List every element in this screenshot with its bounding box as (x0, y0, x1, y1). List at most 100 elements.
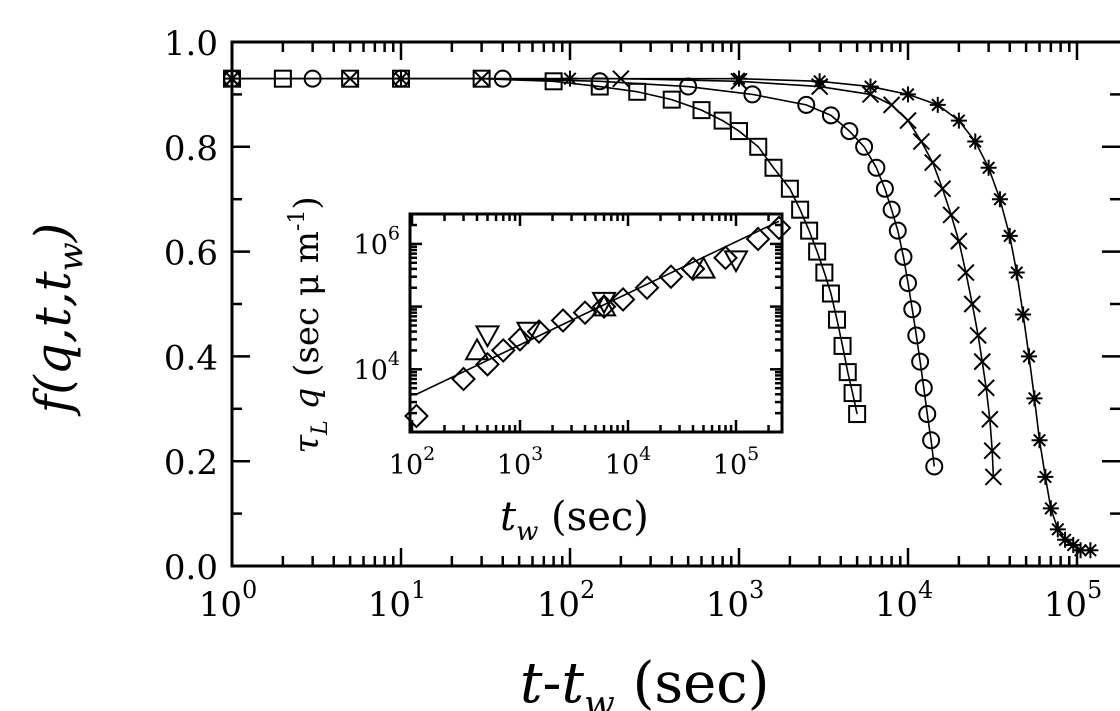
inset-x-tick-label: 103 (497, 443, 543, 481)
main-point-square (838, 363, 857, 382)
main-plot: 100 101 102 103 104 105 0.0 0.2 0.4 0.6 0.8 1.0 (164, 24, 1120, 625)
main-point-star (562, 70, 578, 87)
inset-point-diamond (507, 326, 533, 352)
main-point-circle (875, 179, 894, 198)
main-point-star (862, 78, 879, 95)
main-point-star (1082, 542, 1099, 559)
main-point-x (882, 96, 901, 114)
main-x-tick-label: 104 (875, 576, 934, 625)
inset-point-diamond (526, 319, 552, 344)
inset-y-axis-label: τL q (sec μ m-1) (285, 196, 333, 453)
inset-y-tick-label: 104 (354, 348, 400, 386)
inset-background (410, 214, 782, 432)
inset-point-triangle-down (515, 321, 542, 345)
main-y-tick-label: 0.8 (164, 129, 218, 169)
main-point-circle (903, 300, 922, 319)
main-point-star (950, 112, 967, 129)
main-y-tick-label: 0.6 (164, 234, 218, 274)
main-point-star (1008, 264, 1025, 281)
inset-series-triangle-up (464, 255, 717, 361)
inset-data-layer (404, 215, 792, 429)
main-x-tick-label: 101 (368, 576, 427, 625)
main-series-line (232, 77, 995, 477)
main-point-square (821, 284, 840, 303)
main-point-x (899, 111, 917, 130)
main-point-square (827, 310, 846, 329)
main-point-circle (922, 431, 941, 450)
main-x-tick-label: 105 (1044, 576, 1103, 625)
main-point-star (967, 133, 984, 150)
main-series-line (232, 77, 936, 467)
inset-x-tick-label: 105 (713, 443, 759, 481)
main-point-square (843, 384, 862, 403)
inset-point-triangle-up (591, 293, 617, 317)
inset-y-tick-label: 106 (354, 223, 400, 261)
main-point-x (963, 295, 981, 313)
main-point-star (393, 70, 409, 87)
main-point-square (791, 200, 810, 219)
main-x-axis-label: t-tw (sec) (520, 651, 770, 711)
main-point-square (749, 137, 768, 156)
main-point-x (983, 442, 1001, 460)
main-point-square (692, 101, 711, 120)
main-point-square (815, 263, 834, 282)
inset-point-diamond (745, 226, 771, 252)
main-point-x (984, 468, 1003, 486)
inset-point-triangle-up (464, 337, 490, 361)
main-x-tick-label: 103 (706, 576, 765, 625)
main-y-axis-label: f(q,t,tw) (24, 223, 91, 418)
main-point-square (662, 90, 681, 109)
main-point-x (923, 153, 942, 172)
inset-point-diamond (572, 300, 598, 326)
main-point-star (1057, 531, 1074, 548)
main-x-tick-label: 100 (199, 576, 258, 625)
main-point-star (1015, 306, 1032, 323)
main-point-x (957, 263, 975, 282)
main-point-circle (894, 247, 913, 266)
main-point-star (1026, 390, 1043, 407)
inset-point-triangle-down (723, 250, 749, 274)
main-point-circle (867, 158, 886, 177)
main-y-tick-label: 0.4 (164, 338, 218, 378)
inset-series-triangle-down (474, 250, 749, 349)
main-data-layer (223, 69, 1099, 559)
inset-point-diamond (451, 366, 476, 392)
main-point-circle (918, 405, 937, 424)
inset-x-tick-label: 104 (605, 443, 651, 481)
inset-plot: 102 103 104 105 104 106 (354, 212, 792, 481)
main-point-star (811, 73, 828, 90)
main-point-x (981, 410, 999, 428)
main-point-star (980, 159, 997, 176)
main-point-x (933, 180, 952, 198)
main-x-tick-label: 102 (537, 576, 596, 625)
main-point-star (1031, 432, 1048, 449)
main-point-circle (821, 106, 840, 125)
main-point-square (764, 158, 783, 177)
main-point-star (929, 96, 946, 113)
main-point-circle (797, 95, 816, 114)
main-point-star (1049, 521, 1066, 538)
main-point-x (950, 232, 968, 250)
main-point-circle (743, 85, 762, 104)
main-point-x (912, 132, 931, 151)
inset-series-diamond (404, 215, 792, 429)
main-point-square (800, 221, 819, 240)
main-point-circle (855, 137, 874, 156)
inset-point-diamond (658, 264, 684, 290)
main-point-star (1042, 500, 1059, 517)
main-y-tick-label: 1.0 (164, 24, 218, 64)
main-point-square (833, 336, 852, 355)
inset-point-triangle-down (591, 291, 617, 315)
main-y-tick-label: 0.2 (164, 443, 218, 483)
main-series-star (224, 70, 1099, 559)
inset-point-diamond (550, 308, 576, 333)
main-point-circle (914, 378, 933, 397)
inset-point-diamond (490, 338, 516, 363)
main-point-circle (925, 457, 944, 476)
main-point-square (848, 405, 867, 424)
inset-x-tick-label: 102 (389, 443, 435, 481)
inset-point-diamond (713, 245, 738, 271)
inset-x-axis-label: tw (sec) (500, 494, 649, 547)
main-point-star (1021, 348, 1037, 365)
